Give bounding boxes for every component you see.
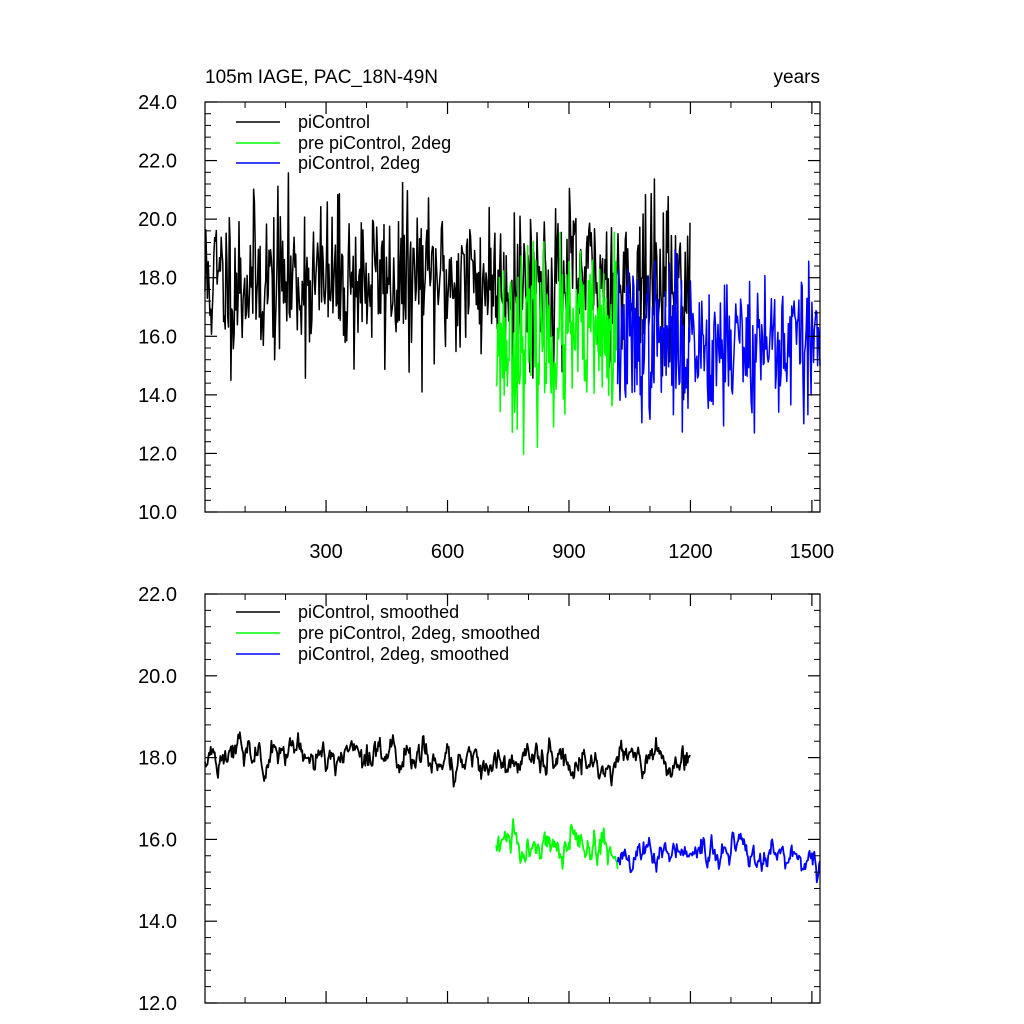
y-tick-label: 14.0 (138, 385, 177, 407)
y-tick-label: 12.0 (138, 993, 177, 1015)
y-tick-label: 20.0 (138, 209, 177, 231)
legend-label-pre-picontrol-smoothed: pre piControl, 2deg, smoothed (298, 623, 540, 643)
top-chart-units: years (774, 67, 820, 88)
bottom-legend: piControl, smoothed pre piControl, 2deg,… (236, 602, 540, 664)
series-line-0-2 (616, 248, 821, 434)
x-tick-label: 1500 (790, 541, 835, 563)
top-series-lines (204, 172, 821, 455)
top-chart-title: 105m IAGE, PAC_18N-49N (205, 67, 438, 88)
y-tick-label: 18.0 (138, 748, 177, 770)
y-tick-label: 16.0 (138, 829, 177, 851)
series-line-1-2 (616, 831, 821, 884)
plot-frame (204, 593, 821, 1004)
plot-frame (204, 101, 821, 513)
legend-label-picontrol-smoothed: piControl, smoothed (298, 602, 459, 622)
series-line-0-1 (495, 231, 619, 455)
x-tick-label: 900 (552, 541, 585, 563)
y-tick-label: 10.0 (138, 502, 177, 524)
x-tick-label: 300 (309, 541, 342, 563)
legend-label-picontrol: piControl (298, 112, 370, 132)
top-axes: 10.0 12.0 14.0 16.0 18.0 20.0 22.0 24.0 300 600 90… (138, 92, 834, 563)
bottom-axes: 12.0 14.0 16.0 18.0 20.0 22.0 (138, 584, 821, 1015)
y-tick-label: 22.0 (138, 584, 177, 606)
x-tick-label: 1200 (668, 541, 713, 563)
legend-label-picontrol-2deg-smoothed: piControl, 2deg, smoothed (298, 644, 509, 664)
top-chart-panel: 105m IAGE, PAC_18N-49N years 10.0 12.0 14.… (138, 67, 834, 563)
y-tick-label: 18.0 (138, 268, 177, 290)
y-tick-label: 24.0 (138, 92, 177, 114)
bottom-chart-panel: 12.0 14.0 16.0 18.0 20.0 22.0 piControl, smoo… (138, 584, 821, 1015)
series-line-1-0 (204, 731, 691, 788)
y-tick-label: 22.0 (138, 151, 177, 173)
series-line-1-1 (495, 818, 619, 870)
y-tick-label: 14.0 (138, 911, 177, 933)
x-tick-label: 600 (431, 541, 464, 563)
bottom-series-lines (204, 731, 821, 884)
y-tick-label: 20.0 (138, 666, 177, 688)
y-tick-label: 12.0 (138, 443, 177, 465)
top-legend: piControl pre piControl, 2deg piControl,… (236, 112, 451, 173)
y-tick-label: 16.0 (138, 326, 177, 348)
legend-label-pre-picontrol: pre piControl, 2deg (298, 133, 451, 153)
legend-label-picontrol-2deg: piControl, 2deg (298, 153, 420, 173)
